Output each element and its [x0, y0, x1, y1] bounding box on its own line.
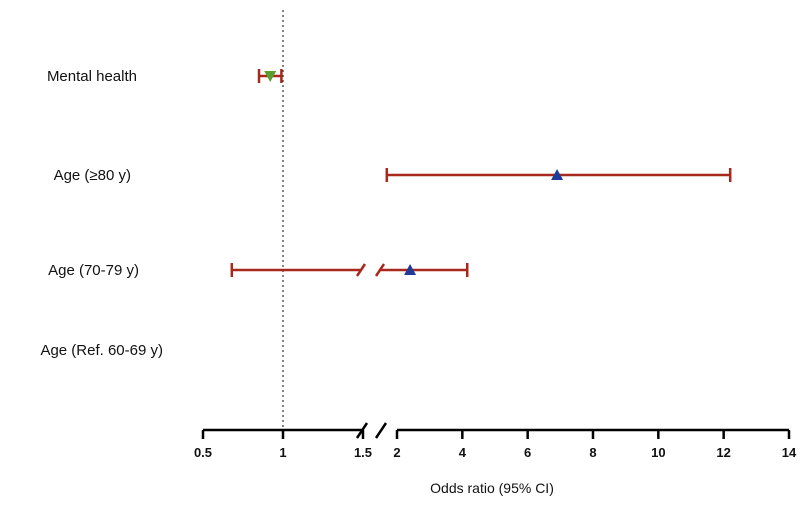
axis-break-mark-right — [374, 422, 388, 439]
ci-break-mark-right — [374, 263, 386, 277]
x-tick-label: 6 — [524, 445, 531, 460]
category-label: Mental health — [47, 68, 137, 85]
estimate-marker — [404, 264, 417, 275]
x-tick-label: 14 — [782, 445, 797, 460]
x-tick-label: 10 — [651, 445, 665, 460]
x-tick-label: 4 — [459, 445, 467, 460]
estimate-marker — [264, 71, 277, 82]
category-label: Age (Ref. 60-69 y) — [40, 342, 163, 359]
estimate-row — [230, 263, 469, 277]
x-tick-label: 12 — [716, 445, 730, 460]
category-label: Age (70-79 y) — [48, 262, 139, 279]
category-labels: Mental health Age (≥80 y) Age (70-79 y) Age… — [40, 68, 163, 359]
x-tick-label: 0.5 — [194, 445, 212, 460]
x-tick-label: 2 — [393, 445, 400, 460]
x-tick-label: 1 — [279, 445, 286, 460]
estimate-row — [385, 168, 732, 182]
estimate-marker — [551, 169, 564, 180]
x-axis-title: Odds ratio (95% CI) — [430, 480, 554, 496]
ci-break-mark-left — [355, 263, 367, 277]
x-tick-label: 8 — [589, 445, 596, 460]
x-axis: 0.5 1 1.5 2 4 6 8 10 12 14 — [194, 422, 797, 460]
estimate-rows — [230, 69, 732, 277]
estimate-row — [257, 69, 283, 83]
category-label: Age (≥80 y) — [54, 167, 131, 184]
x-tick-label: 1.5 — [354, 445, 372, 460]
